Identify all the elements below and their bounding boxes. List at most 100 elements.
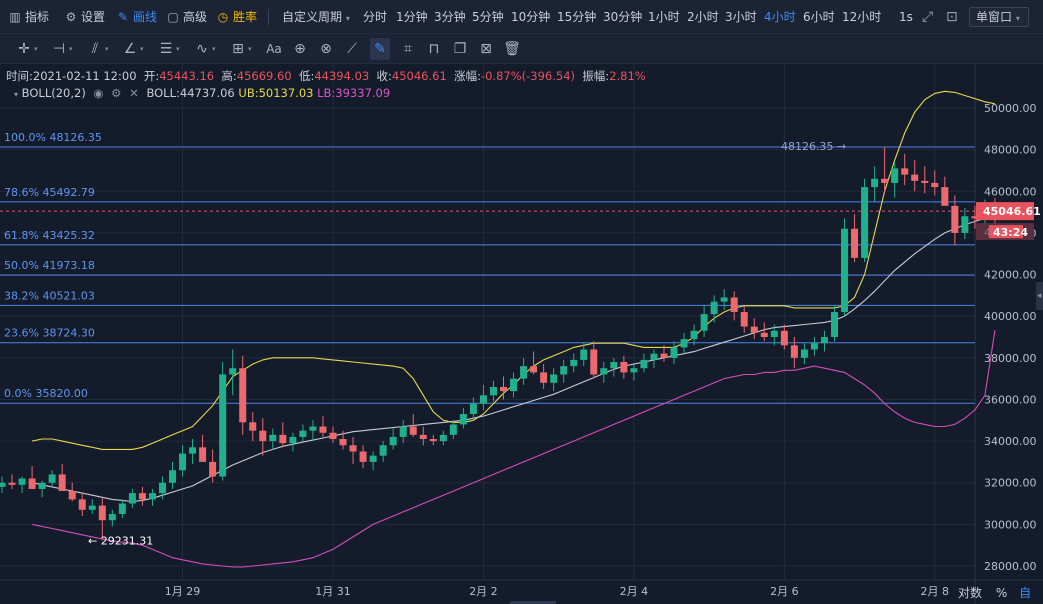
candle-body: [790, 345, 798, 358]
period-tab[interactable]: 分时: [363, 10, 388, 24]
y-tick-label: 38000.00: [984, 352, 1037, 365]
candle: [961, 207, 969, 240]
candle-body: [891, 168, 899, 183]
period-tab[interactable]: 2小时: [687, 10, 719, 24]
custom-period-button[interactable]: 自定义周期 ▾: [282, 10, 350, 24]
eye-icon[interactable]: ◉: [93, 86, 104, 100]
wave-icon[interactable]: ∿ ▾: [196, 41, 216, 57]
period-tab[interactable]: 6小时: [803, 10, 835, 24]
trash-icon[interactable]: 🗑: [503, 41, 521, 57]
candle: [249, 411, 257, 442]
candle-body: [851, 228, 859, 258]
candle-body: [580, 349, 588, 360]
horizontal-line-icon[interactable]: ⊣ ▾: [52, 41, 73, 57]
boll-lines: [31, 90, 996, 568]
ruler-icon[interactable]: ⟋: [347, 41, 357, 57]
fib-level-label: 100.0% 48126.35: [4, 131, 102, 144]
y-tick-label: 48000.00: [984, 144, 1037, 157]
candle: [108, 509, 116, 527]
visibility-icon[interactable]: ⌗: [404, 41, 412, 57]
candle: [951, 195, 959, 246]
boll-name: BOLL(20,2): [21, 86, 86, 100]
candle: [269, 428, 277, 450]
candle: [971, 205, 979, 229]
candle-body: [630, 368, 638, 373]
candle-body: [38, 482, 46, 489]
candle-body: [449, 424, 457, 435]
price-chart[interactable]: 100.0% 48126.35 78.6% 45492.79 61.8% 43425…: [0, 64, 1043, 604]
x-tick-label: 2月 2: [469, 585, 498, 598]
period-tab[interactable]: 1小时: [648, 10, 680, 24]
gear-icon[interactable]: ⚙: [111, 86, 122, 100]
period-tab[interactable]: 3小时: [725, 10, 757, 24]
window-mode-select[interactable]: 单窗口 ▾: [969, 7, 1029, 27]
gear-icon: ⚙: [65, 10, 77, 24]
y-tick-label: 32000.00: [984, 477, 1037, 490]
advanced-button[interactable]: ▢ 高级: [166, 0, 207, 34]
log-toggle[interactable]: 对数: [958, 586, 983, 600]
period-tab[interactable]: 10分钟: [511, 10, 551, 24]
candle: [199, 434, 207, 462]
camera-icon[interactable]: ⊡: [946, 9, 958, 25]
copy-icon[interactable]: ❐: [453, 41, 467, 57]
candle: [510, 372, 518, 398]
candle-body: [439, 434, 447, 442]
candle: [349, 436, 357, 464]
candle-body: [550, 374, 558, 383]
y-axis: 28000.00 30000.00 32000.00 34000.00 36000.00…: [976, 102, 1041, 573]
candle-body: [169, 470, 177, 483]
period-tab[interactable]: 30分钟: [603, 10, 643, 24]
auto-toggle[interactable]: 自动: [1019, 586, 1032, 600]
period-tab[interactable]: 3分钟: [434, 10, 466, 24]
settings-button[interactable]: ⚙ 设置: [64, 0, 105, 34]
candle-body: [379, 445, 387, 456]
angle-icon[interactable]: ∠ ▾: [123, 41, 144, 57]
candle: [419, 426, 427, 446]
indicator-icon: ▥: [9, 10, 21, 24]
period-tab[interactable]: 1分钟: [396, 10, 428, 24]
candle: [851, 214, 859, 263]
pencil-icon[interactable]: ✎: [370, 38, 390, 60]
fib-retracement[interactable]: 100.0% 48126.35 78.6% 45492.79 61.8% 43425…: [0, 131, 975, 404]
period-tab[interactable]: 12小时: [842, 10, 882, 24]
measure-icon[interactable]: ⊕: [294, 41, 306, 57]
fib-level-label: 23.6% 38724.30: [4, 327, 95, 340]
candle: [0, 476, 6, 494]
low-marker: ← 29231.31: [88, 534, 153, 547]
candle-body: [259, 430, 267, 442]
percent-toggle[interactable]: %: [995, 586, 1008, 600]
magnet-icon[interactable]: ⊗: [320, 41, 332, 57]
parallel-lines-icon[interactable]: ⫽ ▾: [91, 41, 109, 57]
candle: [650, 349, 658, 369]
collapse-icon[interactable]: ▾: [14, 90, 19, 99]
interval-1s-button[interactable]: 1s: [899, 10, 913, 24]
fullscreen-icon[interactable]: ⤢: [922, 9, 934, 25]
candle-body: [339, 439, 347, 446]
lock-icon[interactable]: ⊓: [428, 41, 440, 57]
winrate-button[interactable]: ◷ 胜率: [216, 0, 257, 34]
candle: [530, 351, 538, 375]
candle: [680, 332, 688, 354]
candles: [0, 147, 999, 541]
indicators-button[interactable]: ▥ 指标: [8, 0, 49, 34]
period-tab[interactable]: 4小时: [764, 10, 796, 24]
hide-icon[interactable]: ⊠: [480, 41, 492, 57]
rectangle-tool-icon[interactable]: ⊞ ▾: [232, 41, 252, 57]
close-icon[interactable]: ✕: [129, 86, 139, 100]
side-panel-toggle[interactable]: ◂: [1036, 282, 1043, 310]
period-tab[interactable]: 5分钟: [472, 10, 504, 24]
text-tool-icon[interactable]: Aa: [266, 42, 282, 56]
candle-body: [830, 312, 838, 337]
period-tab[interactable]: 15分钟: [557, 10, 597, 24]
chevron-down-icon: ▾: [1015, 14, 1020, 23]
candle: [740, 305, 748, 333]
candle: [98, 497, 106, 541]
fib-icon[interactable]: ☰ ▾: [159, 41, 180, 57]
crosshair-icon[interactable]: ✛ ▾: [18, 41, 38, 57]
drawing-button[interactable]: ✎ 画线: [116, 0, 157, 34]
candle: [229, 349, 237, 396]
candle-body: [209, 461, 217, 477]
candle: [68, 482, 76, 502]
candle: [911, 160, 919, 192]
